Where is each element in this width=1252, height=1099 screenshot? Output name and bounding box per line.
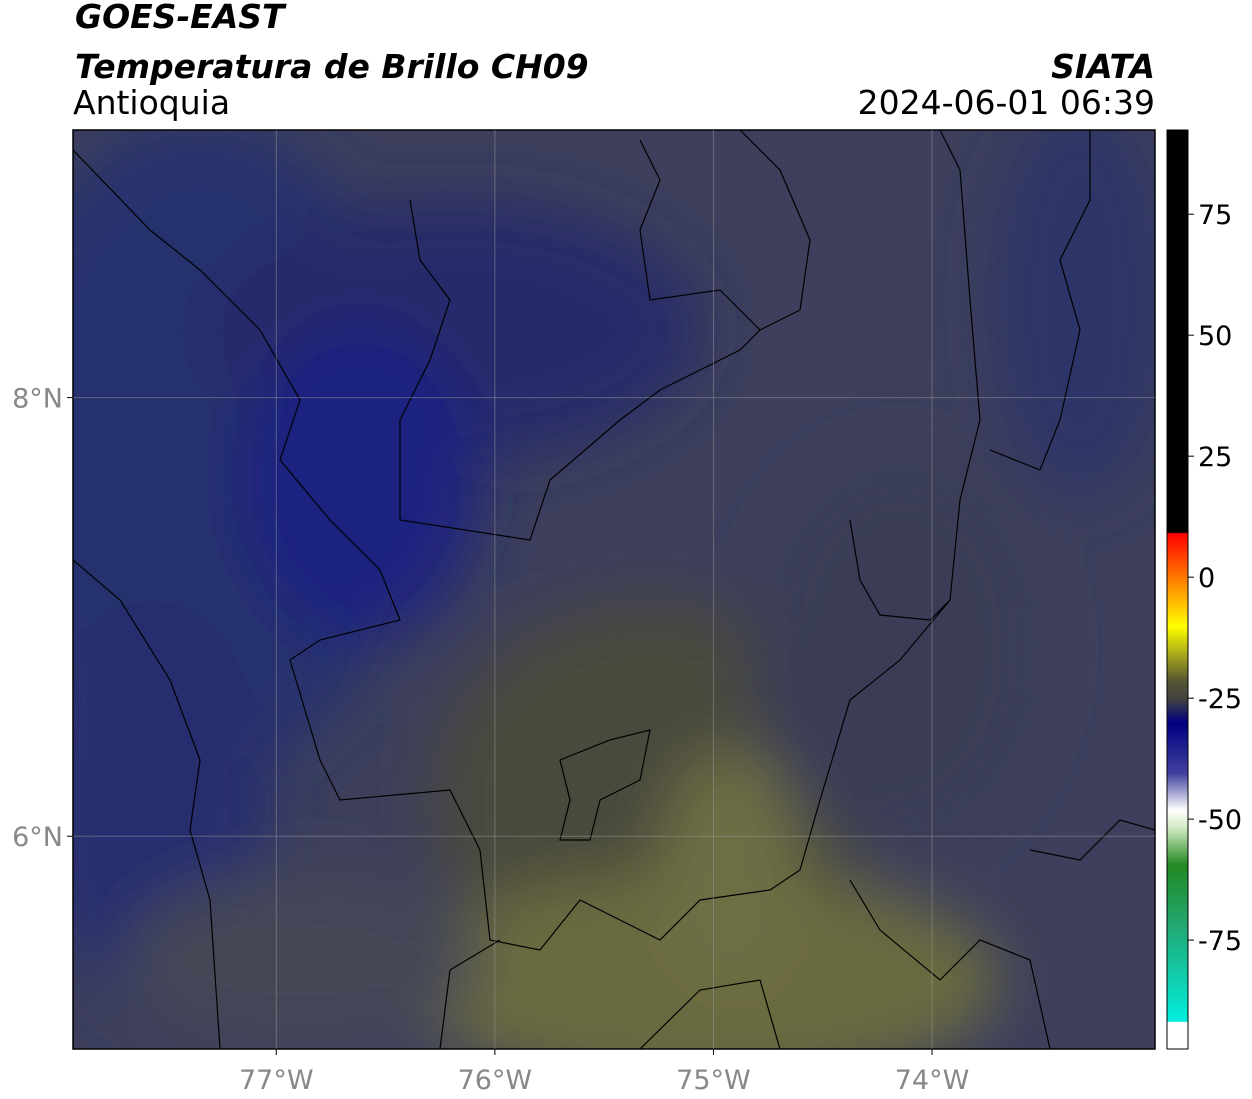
colorbar-tick-label: 0 <box>1198 563 1215 594</box>
lon-tick-label: 74°W <box>895 1065 970 1096</box>
source: SIATA <box>1051 47 1155 86</box>
region: Antioquia <box>73 83 230 122</box>
colorbar <box>1166 129 1189 1050</box>
colorbar-tick-label: -75 <box>1198 926 1242 957</box>
datetime: 2024-06-01 06:39 <box>858 83 1155 122</box>
colorbar-tick-label: 25 <box>1198 442 1232 473</box>
title: GOES-EAST <box>75 0 287 36</box>
lon-tick-label: 76°W <box>458 1065 533 1096</box>
colorbar-tick-label: -50 <box>1198 805 1242 836</box>
map-image <box>73 130 1155 1049</box>
colorbar-tick-label: -25 <box>1198 684 1242 715</box>
lon-tick-label: 75°W <box>676 1065 751 1096</box>
subtitle: Temperatura de Brillo CH09 <box>75 47 589 86</box>
lon-tick-label: 77°W <box>239 1065 314 1096</box>
map-frame <box>72 129 1156 1050</box>
lat-tick-label: 8°N <box>12 384 63 415</box>
lat-tick-label: 6°N <box>12 822 63 853</box>
colorbar-tick-label: 75 <box>1198 200 1232 231</box>
colorbar-tick-label: 50 <box>1198 321 1232 352</box>
